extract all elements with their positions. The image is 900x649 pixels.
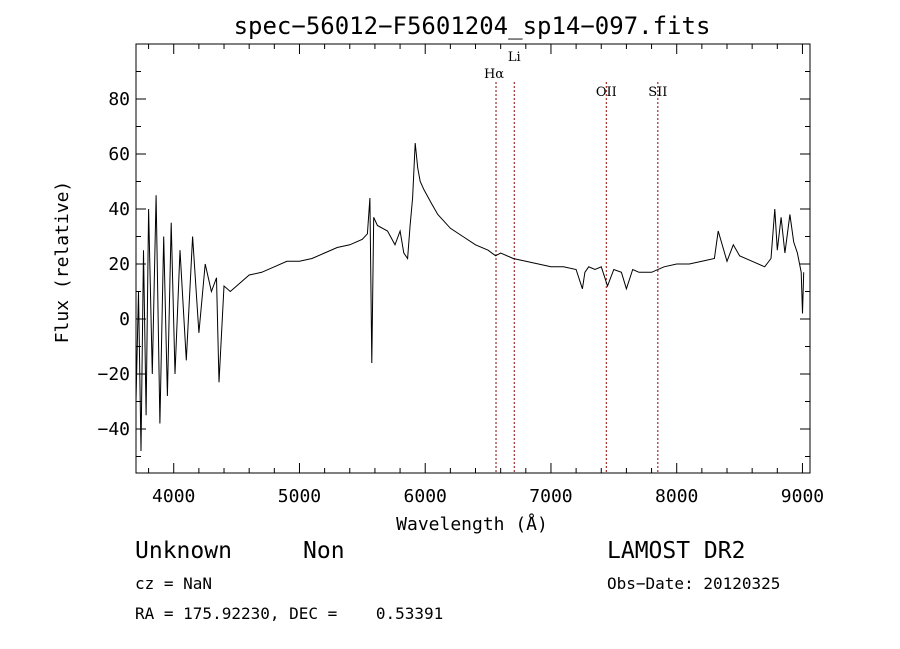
coordinates: RA = 175.92230, DEC = 0.53391 xyxy=(135,604,444,623)
obs-date: Obs−Date: 20120325 xyxy=(607,574,781,593)
x-tick-label: 4000 xyxy=(152,486,195,507)
x-axis-label: Wavelength (Å) xyxy=(396,513,548,535)
survey-label: LAMOST DR2 xyxy=(607,538,746,564)
y-tick-label: 40 xyxy=(108,199,130,220)
spectral-line-label: SII xyxy=(648,85,667,100)
y-axis-label: Flux (relative) xyxy=(52,181,73,344)
cz-value: cz = NaN xyxy=(135,574,213,593)
y-tick-label: −20 xyxy=(97,364,130,385)
y-tick-label: 20 xyxy=(108,254,130,275)
plot-frame xyxy=(135,43,811,474)
spectral-line-label: Li xyxy=(508,50,521,65)
axis-ticks xyxy=(136,44,810,473)
x-tick-label: 6000 xyxy=(404,486,447,507)
y-tick-label: 0 xyxy=(119,309,130,330)
chart-title: spec−56012−F5601204_sp14−097.fits xyxy=(234,12,711,40)
x-tick-label: 8000 xyxy=(655,486,698,507)
x-tick-label: 9000 xyxy=(781,486,824,507)
line-markers: Hα Li OII SII xyxy=(484,50,667,473)
x-tick-label: 7000 xyxy=(529,486,572,507)
y-tick-label: −40 xyxy=(97,419,130,440)
subclass-label: Non xyxy=(303,538,345,564)
y-tick-label: 60 xyxy=(108,144,130,165)
y-tick-labels: −40 −20 0 20 40 60 80 xyxy=(97,89,130,440)
spectral-line-label: Hα xyxy=(484,67,504,82)
x-tick-labels: 4000 5000 6000 7000 8000 9000 xyxy=(152,486,824,507)
y-tick-label: 80 xyxy=(108,89,130,110)
spectrum-line xyxy=(135,142,805,452)
x-tick-label: 5000 xyxy=(278,486,321,507)
class-label: Unknown xyxy=(135,538,232,564)
spectral-line-label: OII xyxy=(596,85,617,100)
